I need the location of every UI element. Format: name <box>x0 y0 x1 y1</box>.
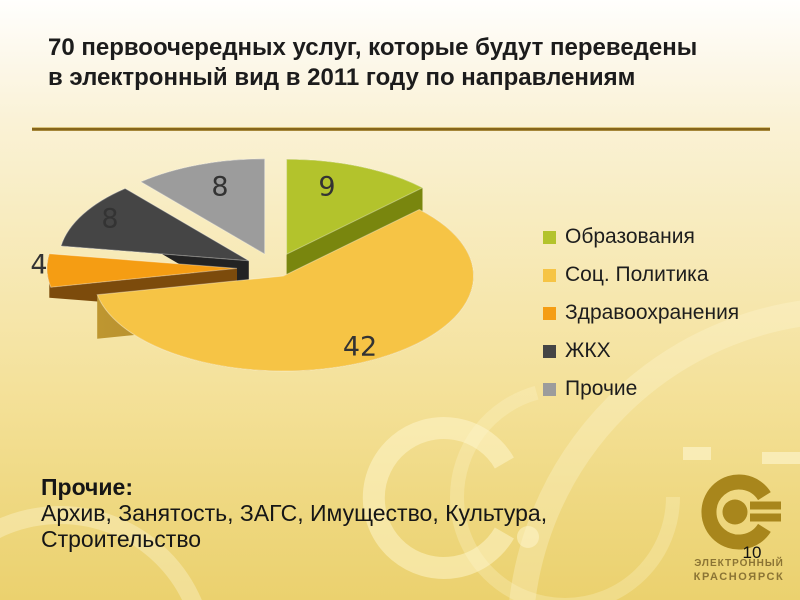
chart-legend: Образования Соц. Политика Здравоохранения Ж… <box>543 218 739 408</box>
pie-slice-0 <box>286 158 424 256</box>
slice-value-label: 8 <box>211 172 228 203</box>
legend-label: Прочие <box>565 377 638 400</box>
legend-swatch-icon <box>543 306 556 320</box>
logo-text: ЭЛЕКТРОННЫЙ КРАСНОЯРСК <box>669 558 800 584</box>
legend-item-3: ЖКХ <box>543 332 739 370</box>
logo-bar-bottom-icon <box>750 513 781 522</box>
footnote-text: Архив, Занятость, ЗАГС, Имущество, Культ… <box>41 500 548 553</box>
legend-label: Соц. Политика <box>565 263 709 286</box>
legend-item-4: Прочие <box>543 370 739 408</box>
pie-slice-3 <box>60 187 250 262</box>
logo-bar-top-icon <box>750 501 781 510</box>
legend-label: ЖКХ <box>565 339 611 362</box>
legend-label: Образования <box>565 225 695 248</box>
legend-item-0: Образования <box>543 218 739 256</box>
legend-item-1: Соц. Политика <box>543 256 739 294</box>
logo-dot-icon <box>722 499 748 525</box>
logo-text-line1: ЭЛЕКТРОННЫЙ <box>694 558 784 569</box>
pie-slice-4 <box>139 158 266 255</box>
slice-value-label: 4 <box>30 250 47 281</box>
legend-item-2: Здравоохранения <box>543 294 739 332</box>
legend-swatch-icon <box>543 344 556 358</box>
logo-ring-icon <box>701 474 771 550</box>
title-divider <box>32 127 770 131</box>
logo-text-line2: КРАСНОЯРСК <box>693 570 785 583</box>
pie-slice-2 <box>46 253 238 288</box>
footnote-heading: Прочие: <box>41 474 133 500</box>
page-number: 10 <box>742 543 762 562</box>
legend-swatch-icon <box>543 230 556 244</box>
slice-value-label: 9 <box>318 172 335 203</box>
legend-swatch-icon <box>543 382 556 396</box>
pie-slice-1 <box>96 208 474 372</box>
footnote: Прочие: Архив, Занятость, ЗАГС, Имуществ… <box>41 474 601 553</box>
legend-swatch-icon <box>543 268 556 282</box>
legend-label: Здравоохранения <box>565 301 740 324</box>
page-title: 70 первоочередных услуг, которые будут п… <box>48 34 698 91</box>
slice-value-label: 42 <box>343 332 377 363</box>
slice-value-label: 8 <box>101 204 118 235</box>
